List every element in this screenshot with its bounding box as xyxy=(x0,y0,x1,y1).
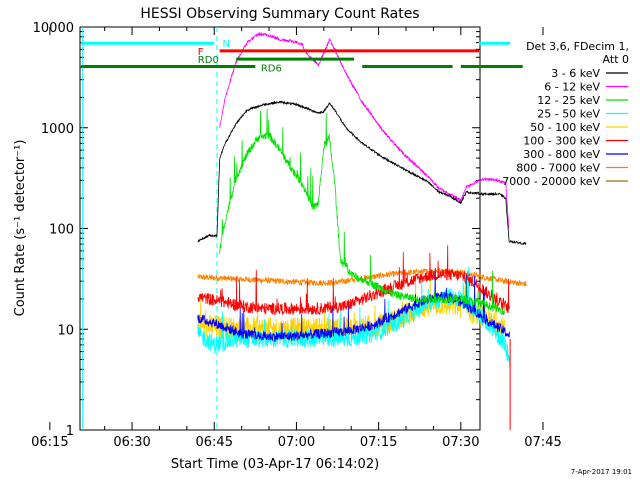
chart-title: HESSI Observing Summary Count Rates xyxy=(140,6,419,22)
series-line xyxy=(219,31,510,229)
legend-header-2: Att 0 xyxy=(603,53,629,66)
series-line xyxy=(197,245,510,316)
legend-label: 800 - 7000 keV xyxy=(516,162,600,175)
series-line xyxy=(197,267,527,288)
y-tick-label: 10000 xyxy=(33,21,74,36)
y-tick-label: 1 xyxy=(66,424,74,439)
legend-label: 12 - 25 keV xyxy=(537,94,600,107)
y-axis-label: Count Rate (s⁻¹ detector⁻¹) xyxy=(13,140,28,317)
x-tick-label: 06:45 xyxy=(196,435,233,450)
legend-label: 7000 - 20000 keV xyxy=(502,175,600,188)
x-tick-label: 06:15 xyxy=(31,435,68,450)
legend-label: 100 - 300 keV xyxy=(523,135,600,148)
plot-area: 06:15 06:30 06:45 07:00 07:15 07:30 07:45 1 10 10… xyxy=(31,21,562,450)
y-tick-label: 1000 xyxy=(41,122,74,137)
x-tick-label: 07:00 xyxy=(278,435,315,450)
x-tick-label: 06:30 xyxy=(113,435,150,450)
y-tick-label: 10 xyxy=(57,323,74,338)
x-axis-label: Start Time (03-Apr-17 06:14:02) xyxy=(171,457,379,472)
y-tick-label: 100 xyxy=(49,223,74,238)
x-tick-label: 07:15 xyxy=(360,435,397,450)
legend-label: 50 - 100 keV xyxy=(530,121,600,134)
x-tick-label: 07:30 xyxy=(442,435,479,450)
x-tick-label: 07:45 xyxy=(524,435,561,450)
flag-label-rd0: RD0 xyxy=(198,55,219,66)
flag-label-n: N xyxy=(222,39,229,50)
footer-date: 7-Apr-2017 19:01 xyxy=(571,468,632,476)
plot-frame xyxy=(79,26,481,431)
legend-label: 3 - 6 keV xyxy=(551,67,600,80)
flag-label-f: F xyxy=(198,47,204,58)
series-line xyxy=(197,100,527,245)
legend-label: 6 - 12 keV xyxy=(544,81,600,94)
series-line xyxy=(219,108,505,316)
legend-label: 25 - 50 keV xyxy=(537,108,600,121)
legend-label: 300 - 800 keV xyxy=(523,148,600,161)
flag-label-rd6: RD6 xyxy=(261,64,282,75)
legend-header-1: Det 3,6, FDecim 1, xyxy=(526,40,629,53)
